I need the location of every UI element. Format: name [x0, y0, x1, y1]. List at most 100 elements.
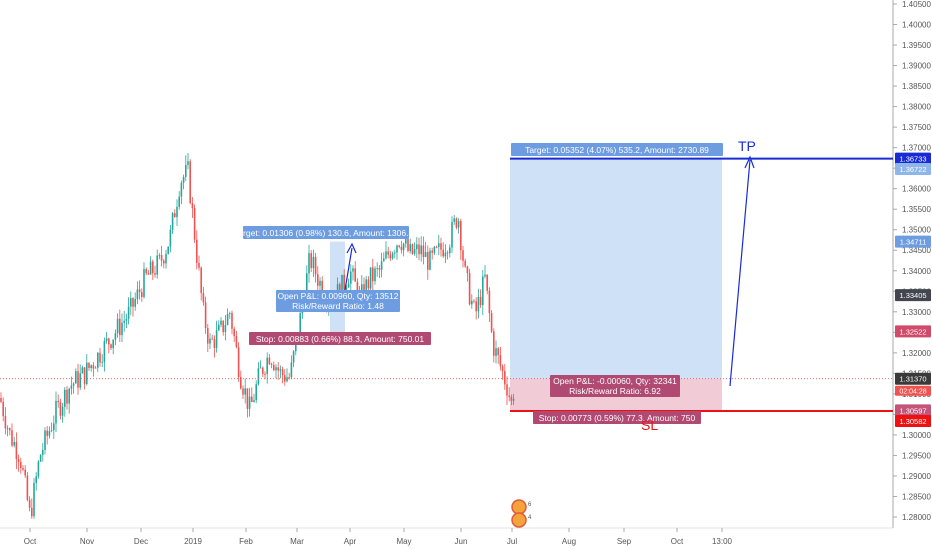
svg-text:Risk/Reward Ratio: 6.92: Risk/Reward Ratio: 6.92: [569, 386, 661, 396]
candle-body: [211, 338, 213, 340]
svg-text:1.30582: 1.30582: [899, 417, 926, 426]
position-zones: [330, 159, 722, 412]
candle-body: [145, 269, 147, 274]
svg-text:6: 6: [528, 502, 532, 508]
candle-body: [92, 365, 95, 369]
candle-body: [127, 306, 130, 319]
y-tick-label: 1.29500: [902, 451, 931, 460]
candle-body: [11, 430, 13, 446]
candle-body: [431, 250, 433, 253]
sl-annotation: SL: [641, 417, 658, 433]
y-tick-label: 1.34500: [902, 246, 931, 255]
candle-body: [39, 455, 42, 462]
candle-body: [279, 369, 282, 371]
y-tick-label: 1.28500: [902, 492, 931, 501]
candle-body: [141, 292, 143, 298]
candle-body: [253, 400, 255, 402]
candle-body: [341, 274, 343, 304]
candle-body: [451, 221, 453, 248]
candle-body: [97, 352, 99, 368]
candle-body: [224, 325, 227, 333]
candle-body: [53, 423, 55, 431]
y-tick-label: 1.33000: [902, 308, 931, 317]
arrow-large: [729, 159, 751, 387]
candle-body: [213, 339, 216, 349]
candle-body: [123, 320, 125, 323]
candle-body: [460, 221, 462, 251]
event-icons[interactable]: 6 4: [511, 499, 532, 528]
candle-body: [202, 293, 205, 303]
open-pnl-label-small: Open P&L: 0.00960, Qty: 13512Risk/Reward…: [276, 290, 400, 312]
candle-body: [42, 449, 44, 456]
candle-body: [176, 206, 178, 218]
y-tick-label: 1.37000: [902, 144, 931, 153]
candle-body: [191, 203, 194, 209]
candle-body: [22, 468, 24, 470]
candle-body: [37, 461, 40, 477]
candle-body: [466, 266, 469, 274]
price-badge: 1.36722: [895, 163, 931, 176]
candle-body: [475, 301, 477, 312]
candle-body: [90, 365, 92, 369]
open-pnl-label-large: Open P&L: -0.00060, Qty: 32341Risk/Rewar…: [550, 375, 680, 397]
candle-body: [218, 324, 220, 331]
candle-body: [108, 338, 110, 345]
candle-body: [259, 367, 262, 369]
y-tick-label: 1.37500: [902, 123, 931, 132]
candle-body: [246, 388, 249, 409]
candle-body: [13, 442, 15, 446]
position-label: Target: 0.05352 (4.07%) 535.2, Amount: 2…: [511, 143, 723, 156]
price-badge: 1.32522: [895, 325, 931, 338]
target-zone: [510, 159, 722, 379]
candle-body: [497, 348, 499, 356]
price-badge: 1.36733: [895, 152, 931, 165]
candle-body: [369, 267, 372, 289]
candle-body: [187, 161, 189, 165]
candle-body: [204, 302, 207, 329]
candle-body: [484, 274, 486, 277]
candle-body: [453, 218, 455, 222]
candle-body: [387, 251, 389, 255]
candle-body: [479, 296, 482, 306]
y-tick-label: 1.32000: [902, 349, 931, 358]
candle-body: [306, 273, 308, 304]
candle-body: [17, 459, 20, 462]
candle-body: [235, 335, 238, 348]
candle-body: [310, 253, 312, 269]
candle-body: [482, 276, 484, 306]
candle-body: [132, 297, 134, 307]
x-tick-label: Aug: [562, 537, 576, 546]
event-icon-bottom: [511, 512, 527, 528]
candle-body: [0, 397, 2, 402]
candle-body: [352, 268, 354, 272]
candle-body: [389, 254, 392, 259]
candle-body: [440, 243, 442, 250]
candle-body: [262, 367, 264, 374]
candle-body: [286, 377, 288, 382]
candle-body: [449, 247, 451, 254]
candle-body: [169, 229, 172, 247]
x-tick-label: Oct: [671, 537, 684, 546]
candle-body: [79, 373, 81, 388]
y-tick-label: 1.30000: [902, 431, 931, 440]
candle-body: [473, 300, 475, 302]
y-tick-label: 1.39000: [902, 62, 931, 71]
candle-body: [383, 258, 385, 262]
arrow-small-head: [346, 242, 357, 254]
candle-body: [264, 373, 266, 375]
price-badge: 1.30582: [895, 415, 931, 428]
candle-body: [189, 161, 191, 204]
candle-body: [488, 290, 491, 314]
price-badge: 1.30597: [895, 404, 931, 417]
candle-body: [6, 428, 9, 430]
candle-body: [55, 400, 57, 424]
y-tick-label: 1.39500: [902, 41, 931, 50]
candle-body: [400, 246, 403, 251]
candle-body: [209, 338, 211, 344]
candle-body: [75, 371, 77, 384]
candle-body: [350, 271, 352, 284]
candle-body: [433, 246, 436, 253]
candle-body: [438, 243, 440, 248]
svg-text:02:04:28: 02:04:28: [899, 389, 926, 396]
